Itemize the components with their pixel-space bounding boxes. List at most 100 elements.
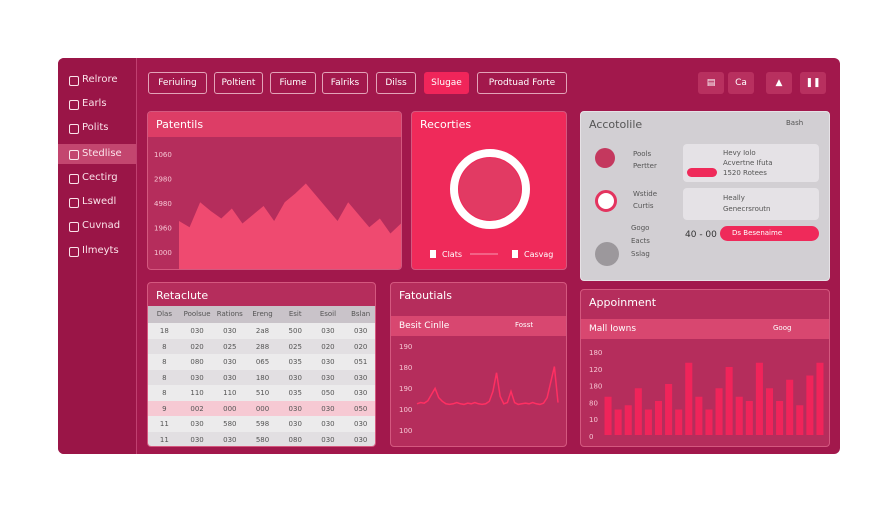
table-cell: 030 xyxy=(190,435,204,444)
table-cell: 020 xyxy=(321,342,335,351)
table-cell: 030 xyxy=(223,373,237,382)
card-title: Heally xyxy=(723,194,745,202)
table-cell: 051 xyxy=(353,358,368,366)
tab-button[interactable]: Dilss xyxy=(376,72,416,94)
person: Wstide Curtis xyxy=(633,188,657,212)
card: Heally Genecrsroutn xyxy=(683,188,819,220)
table-row: 8 030 030 180 030 030 030 xyxy=(148,369,375,387)
filter[interactable]: Fosst xyxy=(515,321,534,329)
person-role: Curtis xyxy=(633,202,654,210)
nav-item[interactable]: Cectirg xyxy=(66,168,134,188)
icon-button[interactable]: ❚❚ xyxy=(800,72,826,94)
table-cell: 025 xyxy=(223,342,237,351)
y-tick-label: 100 xyxy=(399,406,412,414)
table-cell: Rations xyxy=(216,310,243,318)
nav-item[interactable]: Cuvnad xyxy=(66,216,134,236)
person-name: Gogo xyxy=(631,224,650,232)
line-chart: 190 180 190 100 100 xyxy=(399,343,559,435)
table-cell: 030 xyxy=(321,373,335,382)
time: 40 - 00 xyxy=(685,230,717,240)
table-cell: 020 xyxy=(190,342,204,351)
table-cell: 8 xyxy=(162,342,167,351)
table-cell: 8 xyxy=(162,389,167,397)
bar xyxy=(725,367,733,435)
table-cell: Dlas xyxy=(156,310,172,318)
card-text: 1520 Rotees xyxy=(723,169,767,177)
bar xyxy=(604,396,612,435)
tab-button[interactable]: Feriuling xyxy=(148,72,207,94)
line xyxy=(416,366,559,406)
y-tick-label: 0 xyxy=(589,433,593,441)
action-button[interactable]: Ds Besenaime xyxy=(720,226,819,241)
table-cell: 288 xyxy=(255,342,270,351)
area-chart: 1060 2980 4980 1960 1000 xyxy=(154,151,401,269)
icon-button[interactable]: ▲ xyxy=(766,72,792,94)
card-text: Acvertne Ifuta xyxy=(723,159,773,167)
y-tick-label: 100 xyxy=(399,427,412,435)
panel-title: Fatoutials xyxy=(399,289,452,302)
table-cell: 050 xyxy=(353,404,368,413)
appointments-panel: Appoinment Mall Iowns Goog 180 120 180 80 10… xyxy=(580,289,830,447)
nav-item[interactable]: Lswedl xyxy=(66,192,134,212)
card-text: Genecrsroutn xyxy=(723,205,771,213)
filter[interactable]: Goog xyxy=(773,324,792,332)
icon-button[interactable]: Ca xyxy=(728,72,754,94)
table-cell: 030 xyxy=(321,404,335,413)
tab-button[interactable]: Falriks xyxy=(322,72,368,94)
table-cell: 030 xyxy=(223,435,237,444)
table-cell: 18 xyxy=(159,327,169,335)
bar xyxy=(665,384,673,435)
table-cell: 030 xyxy=(288,404,302,413)
table-cell: Ereng xyxy=(252,310,273,318)
icon-button[interactable]: ▤ xyxy=(698,72,724,94)
nav-item[interactable]: Earls xyxy=(66,94,134,114)
bar xyxy=(755,362,763,435)
nav-item[interactable]: Ilmeyts xyxy=(66,241,134,261)
tab-button-active[interactable]: Slugae xyxy=(424,72,469,94)
tag: Bash xyxy=(786,119,804,127)
y-tick-label: 180 xyxy=(589,383,602,391)
nav-item[interactable]: Relrore xyxy=(66,70,134,90)
table-cell: 11 xyxy=(159,435,169,444)
bar xyxy=(634,388,642,435)
bar xyxy=(796,405,804,435)
table-cell: 580 xyxy=(255,435,270,444)
card-title: Hevy Iolo xyxy=(723,149,756,157)
table-row: 11 030 030 580 080 030 030 xyxy=(148,431,375,446)
dropdown[interactable]: Prodtuad Forte xyxy=(477,72,567,94)
panel-title: Retaclute xyxy=(156,289,209,302)
table-cell: Poolsue xyxy=(183,310,211,318)
table-cell: 180 xyxy=(255,373,270,382)
table-cell: 8 xyxy=(162,373,167,382)
tab-button[interactable]: Poltient xyxy=(214,72,263,94)
table-cell: 2a8 xyxy=(255,327,270,335)
table-cell: 030 xyxy=(353,327,368,335)
badge xyxy=(687,168,717,177)
nav-item[interactable]: Polits xyxy=(66,118,134,138)
nav-item-active[interactable]: Stedlise xyxy=(58,144,136,164)
y-tick-label: 10 xyxy=(589,416,598,424)
table-cell: 030 xyxy=(321,420,335,428)
table-cell: 000 xyxy=(223,404,237,413)
subheader: Mall Iowns xyxy=(581,319,829,339)
table-row: 8 020 025 288 025 020 020 xyxy=(148,338,375,356)
tab-button[interactable]: Fiume xyxy=(270,72,316,94)
table-cell: 9 xyxy=(162,404,167,413)
table-cell: 050 xyxy=(321,389,335,397)
y-tick-label: 1960 xyxy=(154,225,172,233)
table-cell: 065 xyxy=(255,358,270,366)
area xyxy=(179,183,401,269)
table-cell: Bslan xyxy=(351,310,371,318)
donut: Clats Casvag xyxy=(430,149,553,259)
table-panel: Retaclute Dlas Poolsue Rations Ereng Esit Eso… xyxy=(147,282,376,447)
table-cell: 030 xyxy=(223,358,237,366)
legend-icon xyxy=(512,250,518,258)
table-cell: 500 xyxy=(288,327,302,335)
person-role: Sslag xyxy=(631,250,650,258)
donut-center xyxy=(459,158,521,220)
table-row: 9 002 000 000 030 030 050 xyxy=(148,400,375,418)
table-cell: 030 xyxy=(321,358,335,366)
legend-label: Clats xyxy=(442,250,462,259)
table-cell: 080 xyxy=(190,358,204,366)
bar xyxy=(705,409,713,435)
